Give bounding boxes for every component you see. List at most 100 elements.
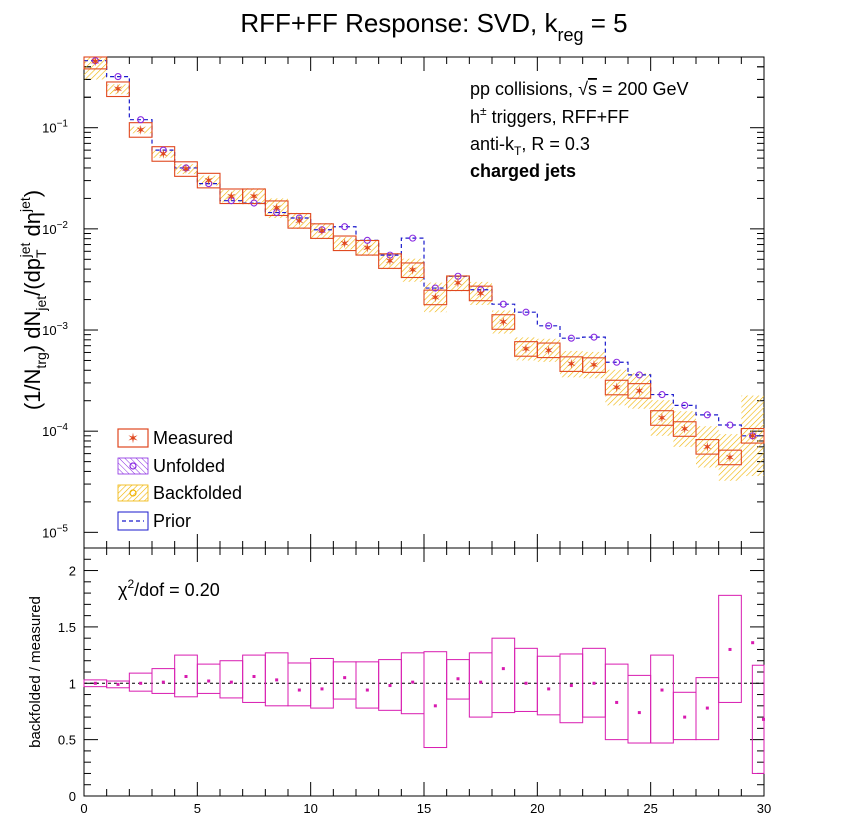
measured-point: ✶ xyxy=(407,263,418,278)
ratio-y-tick-label: 2 xyxy=(69,564,76,579)
measured-point: ✶ xyxy=(725,450,736,465)
backfolded-band xyxy=(310,223,334,240)
unfolded-point xyxy=(227,197,235,205)
backfolded-band xyxy=(129,126,152,134)
backfolded-band xyxy=(718,434,742,481)
ratio-y-axis-label: backfolded / measured xyxy=(27,596,44,748)
x-tick-label: 25 xyxy=(643,801,657,816)
legend-label-unfolded: Unfolded xyxy=(153,456,225,476)
ratio-y-tick-label: 0.5 xyxy=(58,733,76,748)
measured-point: ✶ xyxy=(339,236,350,251)
x-tick-label: 10 xyxy=(303,801,317,816)
measured-point: ✶ xyxy=(226,189,237,204)
top-y-tick-label: 10−3 xyxy=(42,321,68,338)
info-line-3: anti-kT, R = 0.3 xyxy=(470,134,590,158)
backfolded-band xyxy=(333,237,356,250)
backfolded-band xyxy=(514,337,538,361)
ratio-point xyxy=(592,681,596,685)
unfolded-point xyxy=(567,334,575,342)
legend-entry-unfolded: Unfolded xyxy=(117,456,225,476)
unfolded-point xyxy=(726,421,734,429)
top-y-axis-label: (1/Ntrg) dNjet/(dpTjet dηjet) xyxy=(17,190,49,410)
ratio-x-ticks: 0 5 10 15 20 25 30 xyxy=(80,548,771,816)
backfolded-band xyxy=(469,281,492,305)
ratio-point xyxy=(365,688,369,692)
ratio-box xyxy=(718,594,742,703)
unfolded-point xyxy=(114,73,122,81)
measured-point: ✶ xyxy=(158,146,169,161)
info-line-2: h± triggers, RFF+FF xyxy=(470,104,629,127)
unfolded-point xyxy=(386,251,394,259)
ratio-point xyxy=(751,641,755,645)
ratio-point xyxy=(207,679,211,683)
unfolded-point xyxy=(635,371,643,379)
measured-point: ✶ xyxy=(203,173,214,188)
measured-point: ✶ xyxy=(589,358,600,373)
unfolded-point xyxy=(273,208,281,217)
ratio-point xyxy=(297,688,301,692)
measured-box xyxy=(627,383,652,399)
ratio-point xyxy=(728,647,732,651)
unfolded-point xyxy=(295,214,303,222)
unfolded-point xyxy=(454,272,462,280)
measured-box xyxy=(536,342,561,359)
measured-point: ✶ xyxy=(135,122,146,137)
backfolded-band xyxy=(242,188,266,205)
unfolded-point xyxy=(613,358,621,366)
top-pad: 10−110−210−310−410−5 ✶✶✶✶✶✶✶ ✶✶✶✶✶ ✶✶✶✶✶✶✶… xyxy=(42,54,765,549)
measured-point: ✶ xyxy=(566,357,577,372)
backfolded-band xyxy=(492,310,515,334)
measured-point: ✶ xyxy=(430,290,441,305)
legend-entry-measured: ✶ Measured xyxy=(117,428,233,448)
chart-title: RFF+FF Response: SVD, kreg = 5 xyxy=(240,8,627,45)
measured-box xyxy=(310,223,334,239)
measured-point: ✶ xyxy=(249,189,260,204)
legend-entry-prior: Prior xyxy=(117,511,191,531)
ratio-point xyxy=(320,687,324,691)
unfolded-point xyxy=(477,286,485,294)
backfolded-band xyxy=(673,411,696,447)
unfolded-point xyxy=(250,199,258,207)
legend-entry-backfolded: Backfolded xyxy=(117,483,242,503)
measured-box xyxy=(355,239,380,256)
measured-point: ✶ xyxy=(543,343,554,358)
ratio-box xyxy=(287,662,312,707)
measured-point: ✶ xyxy=(521,341,532,356)
legend-star-icon: ✶ xyxy=(127,430,139,446)
backfolded-band xyxy=(560,350,583,378)
measured-box xyxy=(582,357,606,373)
ratio-point xyxy=(524,681,528,685)
legend-swatch-prior xyxy=(117,511,149,531)
unfolded-point xyxy=(590,333,598,341)
unfolded-point xyxy=(159,146,167,154)
x-tick-label: 5 xyxy=(194,801,201,816)
unfolded-point xyxy=(658,391,666,399)
measured-box xyxy=(718,449,742,466)
measured-point: ✶ xyxy=(475,286,486,301)
measured-box xyxy=(468,285,493,302)
measured-point: ✶ xyxy=(362,240,373,255)
measured-box xyxy=(740,427,765,444)
legend-swatch-unfolded xyxy=(117,457,149,475)
measured-point: ✶ xyxy=(702,439,713,454)
top-y-tick-label: 10−1 xyxy=(42,119,68,136)
ratio-y-tick-label: 0 xyxy=(69,789,76,804)
unfolded-point xyxy=(545,322,553,330)
measured-box xyxy=(378,253,402,269)
ratio-point xyxy=(547,687,551,691)
backfolded-band xyxy=(582,351,606,379)
backfolded-band xyxy=(378,253,402,270)
backfolded-band xyxy=(537,338,560,362)
unfolded-point xyxy=(749,432,757,440)
unfolded-markers xyxy=(91,57,757,440)
ratio-box xyxy=(650,654,674,744)
unfolded-point xyxy=(431,284,439,292)
ratio-box xyxy=(514,647,538,712)
ratio-point xyxy=(569,684,573,688)
measured-point: ✶ xyxy=(385,254,396,269)
measured-point: ✶ xyxy=(90,54,101,69)
unfolded-point xyxy=(91,57,99,65)
unfolded-point xyxy=(703,411,711,419)
ratio-point xyxy=(161,680,165,684)
legend-label-backfolded: Backfolded xyxy=(153,483,242,503)
